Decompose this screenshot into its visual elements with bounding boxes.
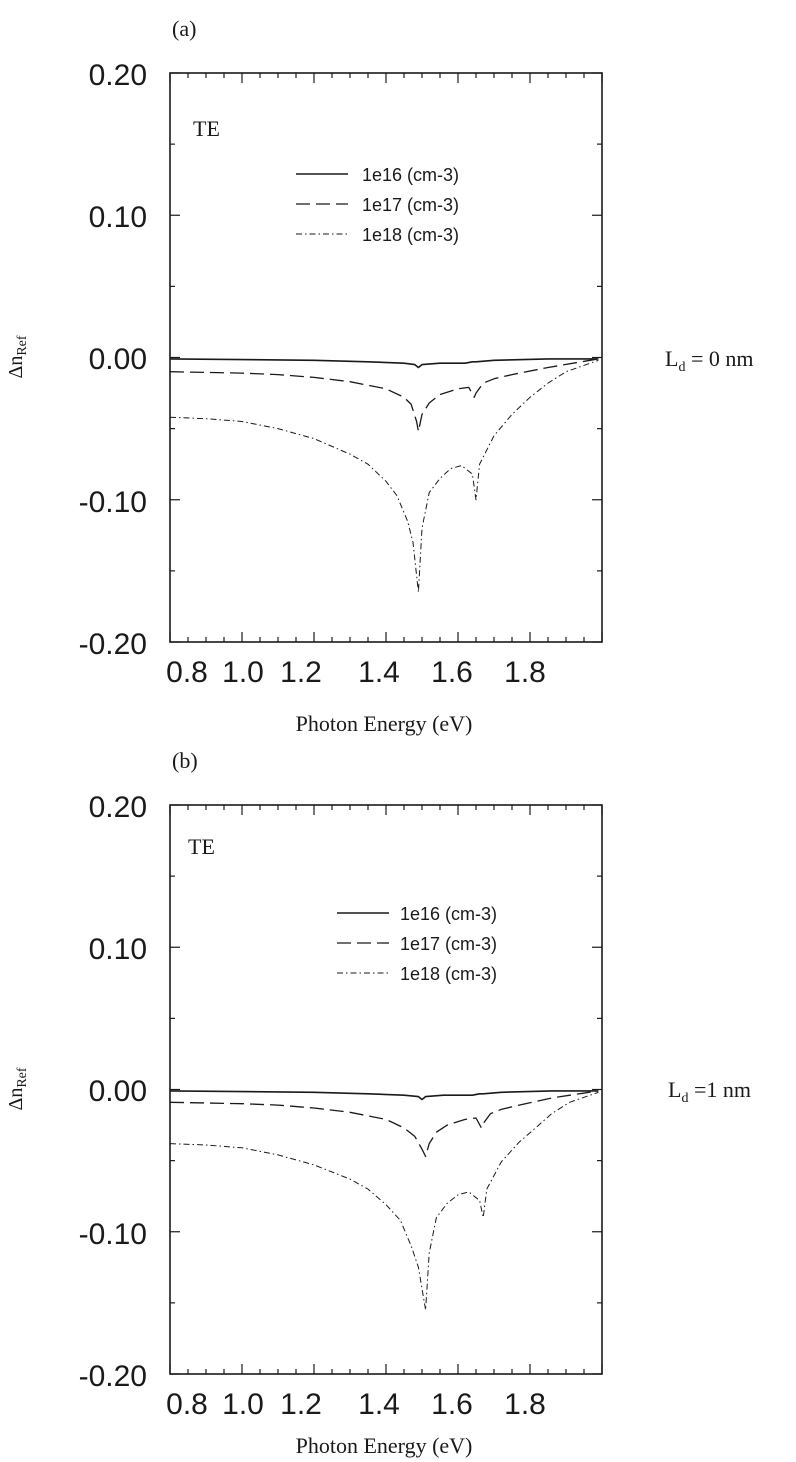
y-tick-label: -0.20 xyxy=(79,1360,147,1393)
plot-frame-a xyxy=(169,72,603,643)
y-axis-title-sub: Ref xyxy=(15,335,30,356)
panel-a: (a) 0.20 0.10 0.00 -0.10 -0.20 0.8 1.0 1… xyxy=(5,16,753,736)
y-tick-label: -0.10 xyxy=(79,1218,147,1251)
y-axis-title-b: ΔnRef xyxy=(5,1067,30,1110)
legend-label: 1e17 (cm-3) xyxy=(400,934,497,954)
x-tick-label: 0.8 xyxy=(166,1388,208,1421)
panel-label-b: (b) xyxy=(172,748,198,773)
legend-label: 1e17 (cm-3) xyxy=(362,195,459,215)
x-tick-labels-b: 0.8 1.0 1.2 1.4 1.6 1.8 xyxy=(166,1388,546,1421)
x-tick-label: 1.6 xyxy=(431,1388,473,1421)
panel-label-a: (a) xyxy=(172,16,196,41)
side-label-b: Ld =1 nm xyxy=(668,1077,751,1106)
y-axis-title-sub: Ref xyxy=(15,1067,30,1088)
y-axis-title-a: ΔnRef xyxy=(5,335,30,378)
x-axis-title-b: Photon Energy (eV) xyxy=(296,1433,473,1458)
series-lines-a xyxy=(169,358,599,593)
y-axis-title-main: Δn xyxy=(5,356,27,379)
side-label-sub: d xyxy=(681,1091,688,1106)
side-label-sub: d xyxy=(678,360,685,375)
x-tick-label: 1.6 xyxy=(431,656,473,689)
series-line-1e18 xyxy=(169,1091,599,1311)
legend-b: 1e16 (cm-3) 1e17 (cm-3) 1e18 (cm-3) xyxy=(337,904,497,984)
y-axis-title-main: Δn xyxy=(5,1088,27,1111)
side-label-main: L xyxy=(668,1077,681,1102)
legend-a: 1e16 (cm-3) 1e17 (cm-3) 1e18 (cm-3) xyxy=(296,165,459,245)
x-tick-label: 1.0 xyxy=(222,1388,264,1421)
x-tick-label: 0.8 xyxy=(166,656,208,689)
side-label-rest: = 0 nm xyxy=(685,346,753,371)
y-tick-label: -0.10 xyxy=(79,486,147,519)
x-tick-label: 1.0 xyxy=(222,656,264,689)
x-axis-title-a: Photon Energy (eV) xyxy=(296,711,473,736)
series-line-1e17 xyxy=(169,358,599,433)
legend-label: 1e16 (cm-3) xyxy=(400,904,497,924)
x-tick-label: 1.8 xyxy=(504,1388,546,1421)
y-tick-label: 0.20 xyxy=(89,59,147,92)
axis-ticks-a xyxy=(169,72,603,643)
x-tick-label: 1.4 xyxy=(358,1388,400,1421)
annotation-te-a: TE xyxy=(193,116,220,141)
annotation-te-b: TE xyxy=(188,834,215,859)
plot-frame-b xyxy=(169,804,603,1375)
panel-b: (b) 0.20 0.10 0.00 -0.10 -0.20 0.8 1.0 1… xyxy=(5,748,751,1458)
side-label-a: Ld = 0 nm xyxy=(665,346,753,375)
axis-ticks-b xyxy=(169,804,603,1375)
y-tick-label: 0.00 xyxy=(89,1075,147,1108)
legend-label: 1e18 (cm-3) xyxy=(362,225,459,245)
side-label-rest: =1 nm xyxy=(688,1077,751,1102)
y-tick-label: 0.20 xyxy=(89,791,147,824)
side-label-main: L xyxy=(665,346,678,371)
x-tick-label: 1.8 xyxy=(504,656,546,689)
x-tick-label: 1.2 xyxy=(280,656,322,689)
series-line-1e18 xyxy=(169,359,599,593)
y-tick-label: 0.00 xyxy=(89,343,147,376)
y-tick-labels-a: 0.20 0.10 0.00 -0.10 -0.20 xyxy=(79,59,147,661)
y-tick-label: 0.10 xyxy=(89,201,147,234)
x-tick-label: 1.4 xyxy=(358,656,400,689)
x-tick-label: 1.2 xyxy=(280,1388,322,1421)
legend-label: 1e16 (cm-3) xyxy=(362,165,459,185)
y-tick-labels-b: 0.20 0.10 0.00 -0.10 -0.20 xyxy=(79,791,147,1393)
legend-label: 1e18 (cm-3) xyxy=(400,964,497,984)
series-line-1e17 xyxy=(169,1090,599,1158)
y-tick-label: -0.20 xyxy=(79,628,147,661)
series-line-1e16 xyxy=(169,358,599,369)
series-line-1e16 xyxy=(169,1090,599,1101)
x-tick-labels-a: 0.8 1.0 1.2 1.4 1.6 1.8 xyxy=(166,656,546,689)
series-lines-b xyxy=(169,1090,599,1311)
y-tick-label: 0.10 xyxy=(89,933,147,966)
